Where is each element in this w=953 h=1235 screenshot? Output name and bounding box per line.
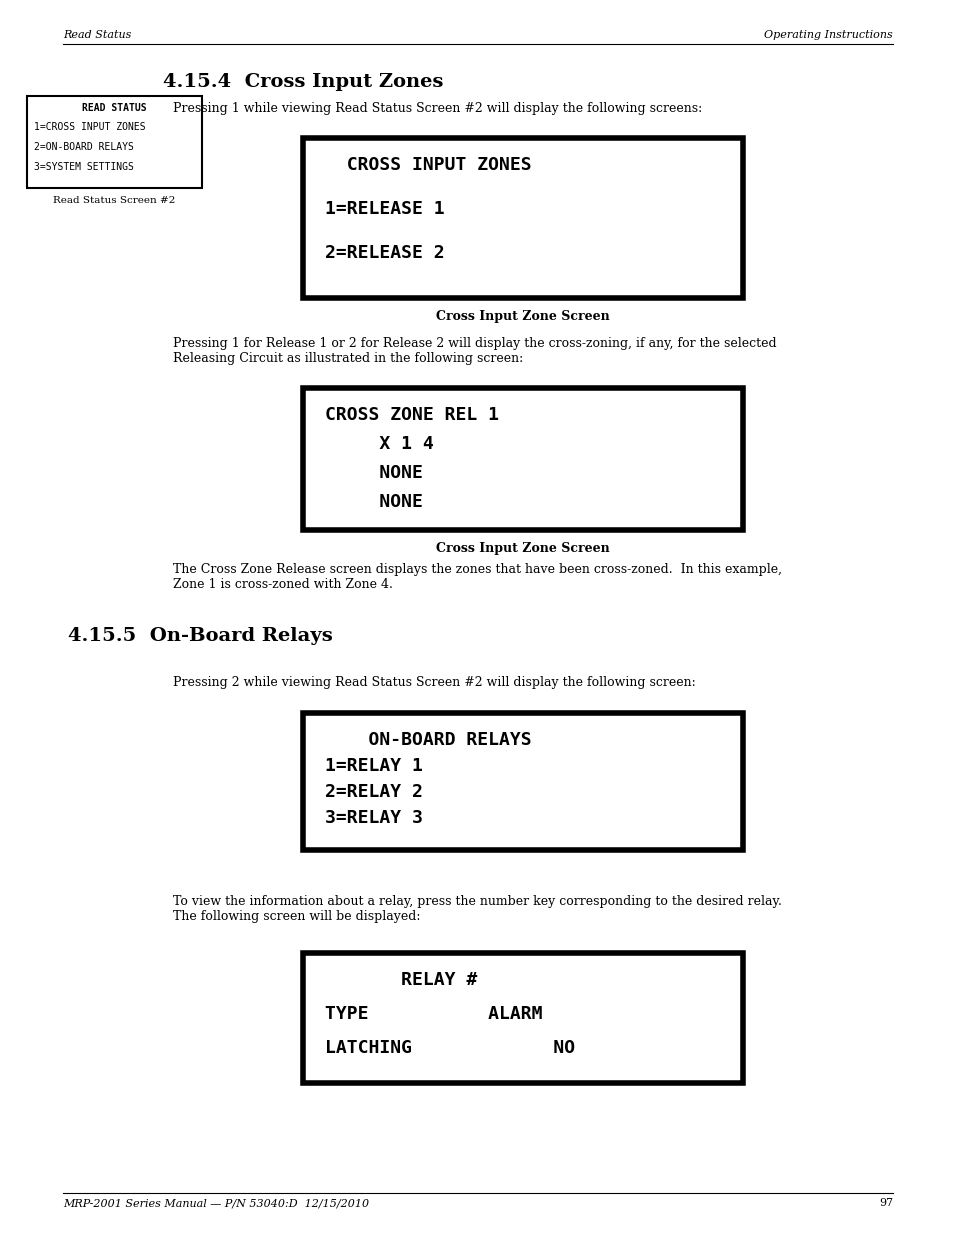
- Text: X 1 4: X 1 4: [325, 435, 434, 453]
- Text: The Cross Zone Release screen displays the zones that have been cross-zoned.  In: The Cross Zone Release screen displays t…: [172, 563, 781, 592]
- Text: 2=RELAY 2: 2=RELAY 2: [325, 783, 422, 802]
- Text: Read Status: Read Status: [63, 30, 132, 40]
- Text: LATCHING             NO: LATCHING NO: [325, 1039, 575, 1057]
- FancyBboxPatch shape: [27, 96, 202, 188]
- Text: 4.15.4  Cross Input Zones: 4.15.4 Cross Input Zones: [163, 73, 443, 91]
- Text: 3=RELAY 3: 3=RELAY 3: [325, 809, 422, 827]
- Text: 1=RELAY 1: 1=RELAY 1: [325, 757, 422, 776]
- Text: Cross Input Zone Screen: Cross Input Zone Screen: [436, 310, 609, 324]
- Text: 1=CROSS INPUT ZONES: 1=CROSS INPUT ZONES: [34, 122, 146, 132]
- Text: NONE: NONE: [325, 493, 422, 511]
- Text: RELAY #: RELAY #: [325, 971, 476, 989]
- Text: 1=RELEASE 1: 1=RELEASE 1: [325, 200, 444, 219]
- Text: NONE: NONE: [325, 464, 422, 482]
- Text: ON-BOARD RELAYS: ON-BOARD RELAYS: [325, 731, 531, 748]
- Text: MRP-2001 Series Manual — P/N 53040:D  12/15/2010: MRP-2001 Series Manual — P/N 53040:D 12/…: [63, 1198, 369, 1208]
- Text: Read Status Screen #2: Read Status Screen #2: [53, 196, 175, 205]
- Text: 2=RELEASE 2: 2=RELEASE 2: [325, 245, 444, 262]
- Text: Operating Instructions: Operating Instructions: [763, 30, 892, 40]
- Text: Pressing 1 while viewing Read Status Screen #2 will display the following screen: Pressing 1 while viewing Read Status Scr…: [172, 103, 701, 115]
- Text: To view the information about a relay, press the number key corresponding to the: To view the information about a relay, p…: [172, 895, 781, 923]
- Text: 97: 97: [878, 1198, 892, 1208]
- Text: 3=SYSTEM SETTINGS: 3=SYSTEM SETTINGS: [34, 162, 133, 172]
- FancyBboxPatch shape: [303, 713, 742, 850]
- FancyBboxPatch shape: [303, 138, 742, 298]
- FancyBboxPatch shape: [303, 388, 742, 530]
- Text: Pressing 1 for Release 1 or 2 for Release 2 will display the cross-zoning, if an: Pressing 1 for Release 1 or 2 for Releas…: [172, 337, 776, 366]
- Text: Cross Input Zone Screen: Cross Input Zone Screen: [436, 542, 609, 555]
- Text: CROSS ZONE REL 1: CROSS ZONE REL 1: [325, 406, 498, 424]
- Text: 4.15.5  On-Board Relays: 4.15.5 On-Board Relays: [68, 627, 333, 645]
- Text: Pressing 2 while viewing Read Status Screen #2 will display the following screen: Pressing 2 while viewing Read Status Scr…: [172, 676, 695, 689]
- Text: TYPE           ALARM: TYPE ALARM: [325, 1005, 542, 1023]
- Text: CROSS INPUT ZONES: CROSS INPUT ZONES: [325, 156, 531, 174]
- Text: 2=ON-BOARD RELAYS: 2=ON-BOARD RELAYS: [34, 142, 133, 152]
- Text: READ STATUS: READ STATUS: [82, 103, 147, 112]
- FancyBboxPatch shape: [303, 953, 742, 1083]
